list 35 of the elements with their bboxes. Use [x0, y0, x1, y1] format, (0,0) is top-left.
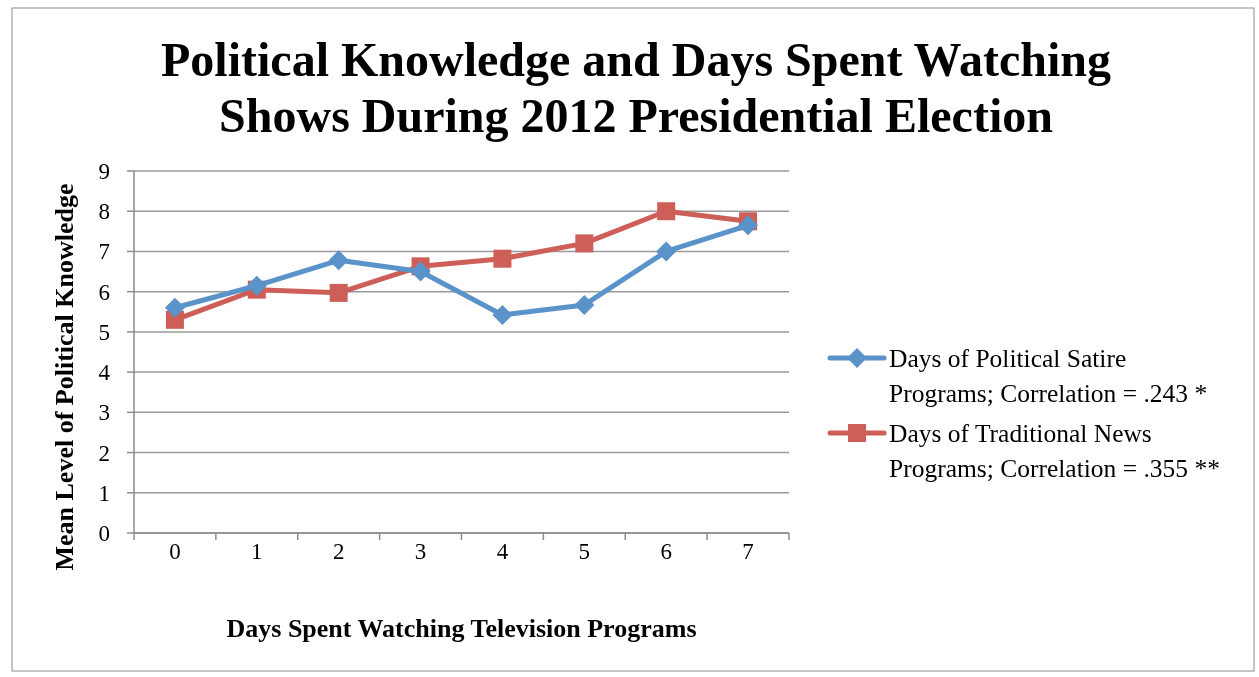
- x-tick-label: 3: [414, 539, 427, 565]
- y-tick-label: 3: [98, 400, 110, 426]
- y-tick-label: 2: [98, 440, 110, 466]
- legend-label: Days of Political Satire Programs; Correlation = .243 *: [889, 343, 1208, 408]
- point: [575, 234, 594, 253]
- y-axis-title: Mean Level of Political Knowledge: [50, 183, 80, 571]
- point: [493, 249, 512, 268]
- point: [656, 241, 677, 262]
- x-tick-label: 6: [660, 539, 672, 565]
- point: [328, 250, 349, 271]
- x-tick-label: 7: [742, 539, 754, 565]
- y-tick-label: 0: [98, 521, 110, 547]
- y-tick-label: 1: [98, 480, 110, 506]
- y-tick-label: 9: [98, 159, 110, 185]
- point: [574, 294, 595, 315]
- x-tick-label: 0: [169, 539, 181, 565]
- x-tick-label: 5: [578, 539, 591, 565]
- point: [738, 215, 759, 236]
- y-tick-label: 8: [98, 199, 110, 225]
- point: [246, 275, 267, 296]
- x-tick-label: 4: [496, 539, 509, 565]
- point: [492, 305, 513, 325]
- x-tick-label: 2: [332, 539, 345, 565]
- y-tick-label: 5: [98, 319, 110, 345]
- legend-label: Days of Traditional News Programs; Correlation = .355 **: [889, 418, 1220, 483]
- point: [657, 202, 676, 221]
- point: [164, 297, 185, 318]
- chart-title: Political Knowledge and Days Spent Watching Shows During 2012 Presidential Election: [161, 33, 1111, 142]
- point: [410, 261, 431, 282]
- y-tick-label: 6: [98, 279, 110, 305]
- y-tick-label: 4: [98, 360, 111, 386]
- x-tick-label: 1: [251, 539, 263, 565]
- y-tick-label: 7: [98, 239, 110, 265]
- point: [329, 283, 348, 302]
- x-axis-title: Days Spent Watching Television Programs: [226, 614, 697, 644]
